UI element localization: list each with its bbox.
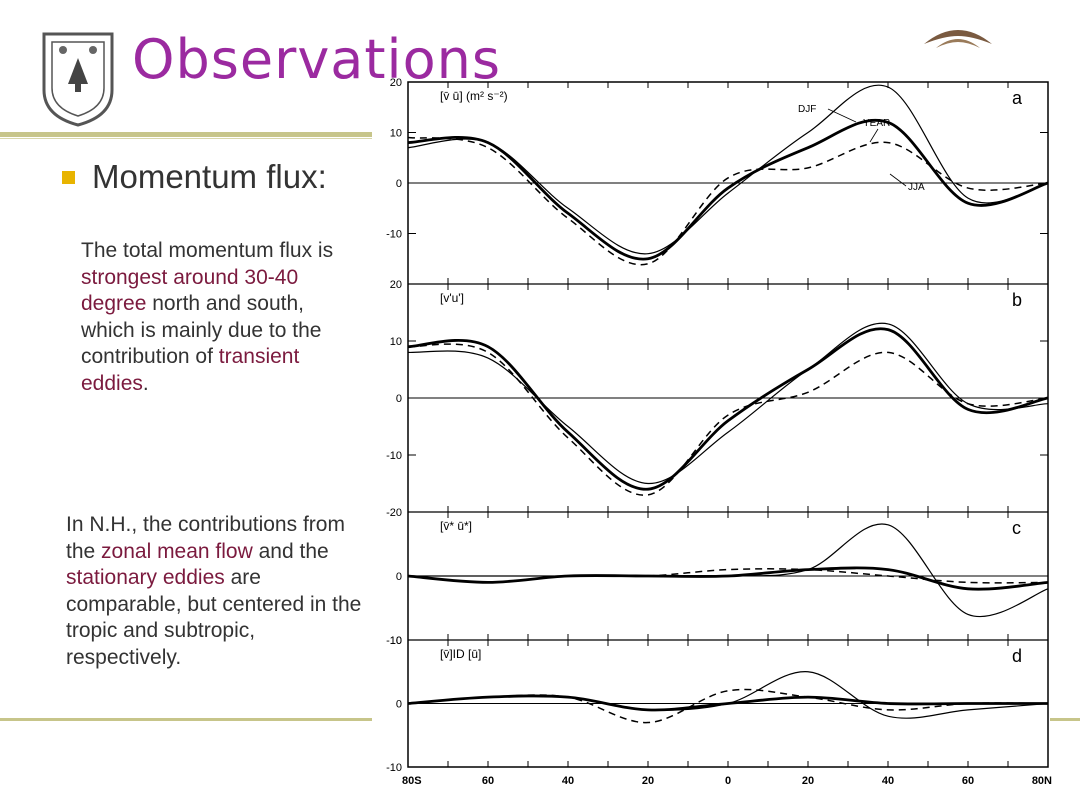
x-tick-label: 80N — [1032, 775, 1052, 787]
x-tick-label: 20 — [802, 775, 814, 787]
y-tick-label: -10 — [386, 450, 402, 462]
p1-text-3: . — [142, 371, 149, 395]
university-seal-logo — [42, 32, 114, 127]
bottom-rule — [0, 718, 372, 721]
series-line-year — [407, 694, 1048, 712]
pagoda-roof-decoration — [924, 30, 992, 48]
x-tick-label: 20 — [642, 775, 654, 787]
paragraph-nh-contributions: In N.H., the contributions from the zona… — [66, 512, 376, 671]
panel-letter: d — [1012, 646, 1022, 666]
y-tick-label: 0 — [396, 571, 402, 583]
y-tick-label: 0 — [396, 393, 402, 405]
panel-letter: a — [1012, 88, 1023, 108]
panel-variable-label: [v̄* ū*] — [440, 519, 472, 533]
top-rule — [0, 132, 372, 137]
annotation-arrow-year — [869, 128, 879, 143]
figure-frame — [407, 81, 1049, 768]
p2-highlight-2: stationary eddies — [66, 566, 225, 589]
panel-letter: b — [1012, 290, 1022, 310]
y-tick-label: 0 — [396, 178, 402, 190]
y-tick-label: 10 — [390, 336, 402, 348]
annotation-arrow-djf — [827, 108, 857, 123]
x-tick-label: 60 — [482, 775, 494, 787]
panel-variable-label: [v̄]ID [ū] — [440, 647, 481, 661]
series-line-djf — [407, 84, 1049, 255]
p2-text-3: are comparable, but centered in the trop… — [66, 566, 362, 669]
paragraph-total-flux: The total momentum flux is strongest aro… — [81, 238, 361, 397]
x-tick-label: 0 — [725, 775, 731, 787]
y-tick-label: -10 — [386, 229, 402, 241]
panel-letter: c — [1012, 518, 1021, 538]
p1-text-1: The total momentum flux is — [81, 239, 334, 262]
series-line-year — [407, 119, 1049, 261]
series-line-year — [407, 327, 1049, 491]
series-line-jja — [407, 136, 1049, 266]
series-line-djf — [407, 671, 1049, 719]
annotation-year: YEAR — [863, 118, 890, 129]
p2-text-1: In N.H., the contributions from the — [66, 513, 345, 563]
y-tick-label: 20 — [390, 279, 402, 291]
annotation-arrow-jja — [889, 173, 907, 187]
y-tick-label: 20 — [390, 77, 402, 89]
panel-variable-label: [v'u'] — [440, 291, 464, 305]
bullet-item: Momentum flux: — [62, 158, 327, 196]
x-tick-label: 40 — [562, 775, 574, 787]
x-tick-label: 40 — [882, 775, 894, 787]
series-line-djf — [407, 322, 1049, 485]
x-tick-label: 60 — [962, 775, 974, 787]
series-line-year — [407, 566, 1049, 591]
y-tick-label: 0 — [396, 699, 402, 711]
slide-title: Observations — [132, 28, 501, 91]
p2-highlight-1: zonal mean flow — [101, 539, 253, 563]
p1-highlight-1: strongest around 30-40 degree — [81, 265, 299, 316]
y-tick-label: -20 — [386, 507, 402, 519]
y-tick-label: 10 — [390, 635, 402, 647]
series-line-jja — [407, 343, 1049, 496]
annotation-jja: JJA — [908, 182, 925, 193]
y-tick-label: -10 — [386, 762, 402, 774]
momentum-flux-figure: 20 10 0 -10 20 [v̄ ū] (m² s⁻²) a DJF YEAR JJA 10 0 -… — [386, 77, 1052, 787]
p1-text-2: north and south, which is mainly due to … — [81, 292, 322, 368]
bullet-square-icon — [62, 170, 75, 184]
bottom-rule-right — [1050, 718, 1080, 721]
p2-text-2: and the — [252, 539, 329, 563]
panel-variable-label: [v̄ ū] (m² s⁻²) — [440, 89, 508, 103]
x-tick-label: 80S — [402, 775, 422, 787]
top-rule-thin — [0, 138, 372, 139]
p1-highlight-2: transient eddies — [81, 345, 300, 395]
y-tick-label: 10 — [390, 128, 402, 140]
annotation-djf: DJF — [798, 104, 816, 115]
series-line-jja — [407, 688, 1049, 724]
y-tick-label: -10 — [386, 635, 402, 647]
bullet-text: Momentum flux: — [92, 158, 327, 195]
series-line-djf — [407, 523, 1049, 617]
